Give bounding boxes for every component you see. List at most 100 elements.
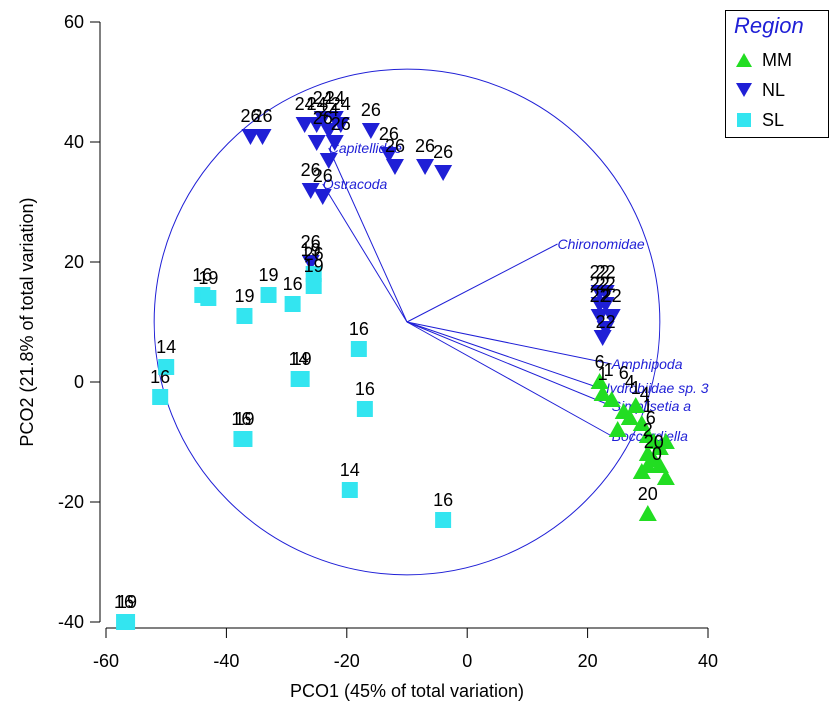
data-point-mm <box>632 415 651 431</box>
point-label: 26 <box>331 114 351 134</box>
data-point-sl <box>356 401 373 417</box>
point-label: 26 <box>304 244 324 264</box>
point-label: 26 <box>415 136 435 156</box>
data-point-nl <box>313 189 332 205</box>
point-label: 19 <box>117 592 137 612</box>
point-label: 16 <box>355 379 375 399</box>
point-label: 26 <box>301 160 321 180</box>
point-label: 19 <box>234 409 254 429</box>
point-label: 26 <box>301 232 321 252</box>
data-point-nl <box>319 153 338 169</box>
data-point-sl <box>305 278 322 294</box>
point-label: 19 <box>292 349 312 369</box>
data-point-mm <box>626 397 645 413</box>
data-point-nl <box>596 285 615 301</box>
point-label: 24 <box>319 100 339 120</box>
data-point-sl <box>341 482 358 498</box>
point-label: 6 <box>619 363 629 383</box>
data-point-sl <box>260 287 277 303</box>
point-label: 24 <box>307 94 327 114</box>
point-label: 4 <box>625 372 635 392</box>
data-point-nl <box>253 129 272 145</box>
x-tick-label: 20 <box>578 651 598 671</box>
point-label: 19 <box>304 256 324 276</box>
point-label: 20 <box>638 484 658 504</box>
vector-line <box>328 147 408 323</box>
data-point-nl <box>596 321 615 337</box>
point-label: 19 <box>259 265 279 285</box>
point-label: 22 <box>596 274 616 294</box>
point-label: 22 <box>590 286 610 306</box>
point-label: 26 <box>385 136 405 156</box>
vector-line <box>406 321 612 437</box>
x-tick-label: -60 <box>93 651 119 671</box>
data-point-nl <box>313 111 332 127</box>
point-label: 22 <box>596 312 616 332</box>
data-point-nl <box>301 255 320 271</box>
data-point-mm <box>656 433 675 449</box>
data-point-sl <box>158 359 175 375</box>
data-point-sl <box>236 431 253 447</box>
x-tick-label: -20 <box>334 651 360 671</box>
x-tick-label: 0 <box>462 651 472 671</box>
x-tick-label: -40 <box>213 651 239 671</box>
y-tick-label: 0 <box>74 372 84 392</box>
data-point-nl <box>434 165 453 181</box>
data-point-mm <box>656 469 675 485</box>
data-point-nl <box>307 135 326 151</box>
point-label: 24 <box>313 88 333 108</box>
legend-item-mm: MM <box>734 47 792 73</box>
point-label: 20 <box>644 432 664 452</box>
data-point-nl <box>301 183 320 199</box>
data-point-mm <box>593 385 612 401</box>
point-label: 26 <box>240 106 260 126</box>
point-label: 16 <box>349 319 369 339</box>
legend-label: SL <box>762 109 785 130</box>
legend-label: MM <box>762 49 792 70</box>
vector-label: Chironomidae <box>558 236 645 252</box>
vector-line <box>406 321 612 365</box>
vector-label: Amphipoda <box>611 356 683 372</box>
y-axis-title: PCO2 (21.8% of total variation) <box>17 197 37 446</box>
point-label: 1 <box>604 360 614 380</box>
point-label: 19 <box>234 286 254 306</box>
point-label: 16 <box>114 592 134 612</box>
point-label: 1 <box>643 396 653 416</box>
data-point-nl <box>241 129 260 145</box>
point-label: 16 <box>433 490 453 510</box>
point-label: 26 <box>361 100 381 120</box>
y-tick-label: -20 <box>58 492 84 512</box>
point-label: 14 <box>289 349 309 369</box>
legend-title: Region <box>734 13 804 38</box>
vector-line <box>322 183 408 323</box>
data-point-nl <box>379 147 398 163</box>
data-point-nl <box>319 123 338 139</box>
y-tick-label: -40 <box>58 612 84 632</box>
point-label: 2 <box>643 420 653 440</box>
data-point-nl <box>590 309 609 325</box>
triangle-up-icon <box>736 53 752 67</box>
data-point-sl <box>152 389 169 405</box>
data-point-sl <box>350 341 367 357</box>
data-point-mm <box>590 373 609 389</box>
point-label: 14 <box>156 337 176 357</box>
point-label: 16 <box>283 274 303 294</box>
data-point-sl <box>236 308 253 324</box>
data-point-sl <box>200 290 217 306</box>
data-point-nl <box>385 159 404 175</box>
data-point-nl <box>593 330 612 346</box>
point-label: 26 <box>433 142 453 162</box>
point-label: 16 <box>231 409 251 429</box>
data-point-mm <box>602 391 621 407</box>
data-point-sl <box>293 371 310 387</box>
vector-label: Ostracoda <box>323 176 388 192</box>
point-label: 4 <box>640 384 650 404</box>
point-label: 6 <box>595 352 605 372</box>
data-point-mm <box>632 463 651 479</box>
point-label: 19 <box>301 240 321 260</box>
data-point-mm <box>620 409 639 425</box>
legend-label: NL <box>762 79 786 100</box>
data-point-mm <box>638 505 657 521</box>
data-point-nl <box>416 159 435 175</box>
